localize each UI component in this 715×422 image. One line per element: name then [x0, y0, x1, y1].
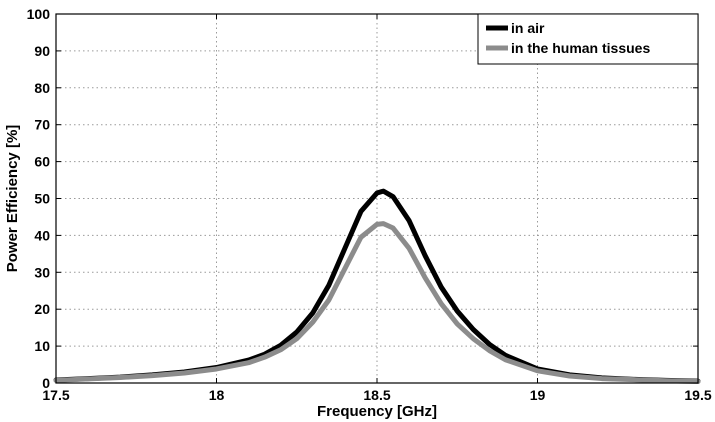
- y-axis-title: Power Efficiency [%]: [4, 125, 21, 273]
- tick-labels: 17.5 18 18.5 19 19.5 0 10 20 30 40 50 60 70 80 90 100: [27, 6, 712, 403]
- y-tick-label: 30: [34, 264, 50, 280]
- legend: in air in the human tissues: [477, 13, 699, 65]
- y-tick-label: 60: [34, 154, 50, 170]
- x-axis-title: Frequency [GHz]: [317, 403, 437, 420]
- y-tick-label: 80: [34, 80, 50, 96]
- x-tick-label: 18.5: [363, 387, 390, 403]
- series-layer: [53, 188, 701, 385]
- y-tick-label: 50: [34, 191, 50, 207]
- y-tick-label: 100: [27, 6, 51, 22]
- x-tick-label: 19.5: [684, 387, 711, 403]
- grid: [56, 14, 698, 383]
- x-tick-label: 17.5: [42, 387, 69, 403]
- legend-box: [477, 13, 699, 65]
- y-tick-label: 0: [42, 375, 50, 391]
- series-line-human-tissues: [53, 221, 701, 385]
- x-tick-label: 19: [530, 387, 546, 403]
- y-tick-label: 20: [34, 301, 50, 317]
- legend-label-human-tissues: in the human tissues: [511, 40, 650, 56]
- y-tick-label: 40: [34, 227, 50, 243]
- y-tick-label: 70: [34, 117, 50, 133]
- y-tick-label: 90: [34, 43, 50, 59]
- x-tick-label: 18: [209, 387, 225, 403]
- y-tick-label: 10: [34, 338, 50, 354]
- legend-label-in-air: in air: [511, 20, 545, 36]
